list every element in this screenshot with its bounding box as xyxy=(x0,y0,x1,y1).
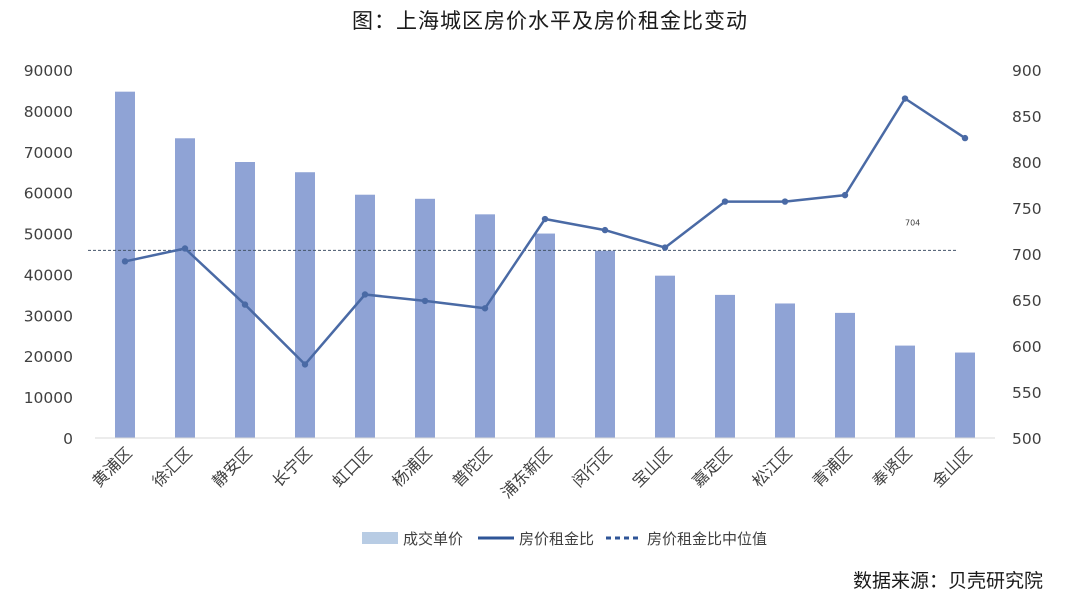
line-point-15 xyxy=(961,134,969,142)
x-axis-category-label: 普陀区 xyxy=(448,443,495,490)
line-point-8 xyxy=(541,215,549,223)
x-axis-category-label: 青浦区 xyxy=(808,443,855,490)
x-axis-category-label: 虹口区 xyxy=(328,443,375,490)
legend-label-bar: 成交单价 xyxy=(403,530,463,548)
right-axis-tick-label: 900 xyxy=(1012,62,1042,80)
bar-12 xyxy=(775,303,795,438)
legend-label-median: 房价租金比中位值 xyxy=(647,530,767,548)
x-axis-category-label: 松江区 xyxy=(748,443,795,490)
bar-5 xyxy=(355,194,375,438)
left-axis-tick-label: 50000 xyxy=(24,226,73,244)
bar-4 xyxy=(295,172,315,438)
right-axis-tick-label: 500 xyxy=(1012,430,1042,448)
x-axis-category-label: 浦东新区 xyxy=(497,443,556,502)
left-axis-tick-label: 20000 xyxy=(24,348,73,366)
right-axis-tick-label: 650 xyxy=(1012,292,1042,310)
x-axis-category-label: 奉贤区 xyxy=(868,443,915,490)
bar-3 xyxy=(235,162,255,438)
x-axis-category-label: 静安区 xyxy=(208,443,255,490)
line-point-4 xyxy=(301,361,309,368)
median-value-label: 704 xyxy=(905,218,920,227)
median-line-group: 704 xyxy=(88,218,958,251)
line-point-1 xyxy=(121,258,129,265)
source-note: 数据来源：贝壳研究院 xyxy=(853,570,1043,592)
line-point-2 xyxy=(181,245,189,252)
line-point-10 xyxy=(661,244,669,251)
bar-13 xyxy=(835,312,855,438)
right-axis-tick-label: 750 xyxy=(1012,200,1042,218)
legend-swatch-bar xyxy=(362,532,398,544)
line-point-7 xyxy=(481,305,489,312)
bar-series xyxy=(115,91,975,439)
left-axis-tick-label: 10000 xyxy=(24,389,73,407)
x-axis-category-label: 杨浦区 xyxy=(388,443,435,490)
left-axis-tick-label: 0 xyxy=(63,430,73,448)
bar-14 xyxy=(895,345,915,438)
bar-1 xyxy=(115,91,135,438)
right-axis-tick-label: 700 xyxy=(1012,246,1042,264)
line-point-6 xyxy=(421,297,429,305)
bar-6 xyxy=(415,198,435,438)
bar-11 xyxy=(715,294,735,438)
left-axis-tick-label: 30000 xyxy=(24,307,73,325)
legend: 成交单价 房价租金比 房价租金比中位值 xyxy=(362,530,767,548)
right-axis-tick-label: 850 xyxy=(1012,108,1042,126)
right-y-axis: 500 550 600 650 700 750 800 850 900 xyxy=(1012,62,1042,448)
x-axis-category-label: 嘉定区 xyxy=(688,443,735,490)
bar-2 xyxy=(175,138,195,439)
line-point-9 xyxy=(601,226,609,234)
chart-title: 图：上海城区房价水平及房价租金比变动 xyxy=(352,9,748,33)
left-axis-tick-label: 60000 xyxy=(24,185,73,203)
x-axis-category-label: 金山区 xyxy=(928,443,975,490)
left-axis-tick-label: 90000 xyxy=(24,62,73,80)
line-point-11 xyxy=(721,198,729,205)
bar-9 xyxy=(595,250,615,438)
line-point-3 xyxy=(241,301,249,308)
x-axis-category-label: 徐汇区 xyxy=(148,443,195,490)
left-y-axis: 0 10000 20000 30000 40000 50000 60000 70000 8000… xyxy=(24,62,73,448)
left-axis-tick-label: 40000 xyxy=(24,266,73,284)
right-axis-tick-label: 800 xyxy=(1012,154,1042,172)
x-axis-category-label: 闵行区 xyxy=(568,443,615,490)
x-axis-category-label: 长宁区 xyxy=(268,443,315,490)
left-axis-tick-label: 80000 xyxy=(24,103,73,121)
left-axis-tick-label: 70000 xyxy=(24,144,73,162)
x-axis-labels: 黄浦区 徐汇区 静安区 长宁区 虹口区 杨浦区 普陀区 浦东新区 闵行区 宝山区 嘉定区 松江区 青浦区… xyxy=(88,443,975,502)
line-point-13 xyxy=(841,191,849,199)
line-point-5 xyxy=(361,291,369,298)
bar-15 xyxy=(955,352,975,438)
line-point-12 xyxy=(781,198,789,205)
right-axis-tick-label: 550 xyxy=(1012,384,1042,402)
x-axis-category-label: 黄浦区 xyxy=(88,443,135,490)
line-series xyxy=(121,95,969,368)
right-axis-tick-label: 600 xyxy=(1012,338,1042,356)
bar-7 xyxy=(475,214,495,438)
bar-8 xyxy=(535,233,555,438)
x-axis-category-label: 宝山区 xyxy=(628,443,675,490)
legend-label-line: 房价租金比 xyxy=(519,530,594,548)
bar-10 xyxy=(655,275,675,438)
line-point-14 xyxy=(901,95,909,102)
